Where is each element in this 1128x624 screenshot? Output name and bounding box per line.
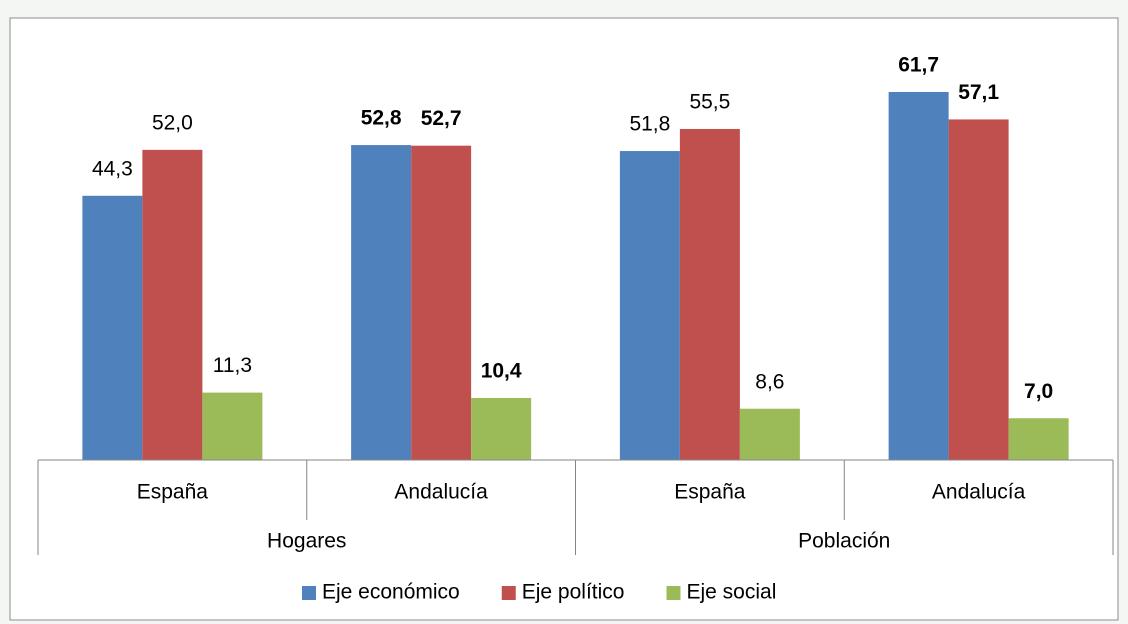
value-label: 7,0	[1024, 380, 1053, 403]
group-label: Hogares	[267, 530, 346, 553]
x-tick-label: Andalucía	[394, 481, 488, 504]
bar	[411, 145, 472, 461]
bar	[1008, 418, 1069, 460]
legend-swatch	[302, 586, 316, 600]
bar	[739, 408, 800, 460]
x-tick-label: España	[674, 481, 746, 504]
bar	[619, 151, 680, 460]
bar	[471, 397, 532, 460]
value-label: 55,5	[689, 91, 730, 114]
legend-swatch	[501, 586, 516, 600]
bar	[679, 128, 740, 460]
bar	[202, 392, 263, 460]
legend-label: Eje económico	[322, 581, 460, 604]
value-label: 51,8	[629, 113, 670, 136]
bar	[82, 195, 143, 460]
value-label: 44,3	[92, 157, 133, 180]
x-tick-label: España	[137, 481, 209, 504]
legend-swatch	[666, 586, 681, 600]
bar	[888, 92, 949, 460]
value-label: 52,7	[421, 107, 462, 130]
value-label: 10,4	[481, 360, 522, 383]
bar	[351, 145, 412, 461]
value-label: 8,6	[755, 370, 784, 393]
value-label: 61,7	[898, 54, 939, 77]
value-label: 52,8	[361, 107, 402, 130]
value-label: 57,1	[958, 81, 999, 104]
value-label: 52,0	[152, 111, 193, 134]
legend-label: Eje político	[522, 581, 625, 604]
value-label: 11,3	[213, 354, 252, 377]
x-tick-label: Andalucía	[932, 481, 1026, 504]
group-label: Población	[798, 530, 890, 553]
bar	[948, 119, 1009, 461]
legend-label: Eje social	[686, 581, 776, 604]
bar	[142, 149, 203, 460]
